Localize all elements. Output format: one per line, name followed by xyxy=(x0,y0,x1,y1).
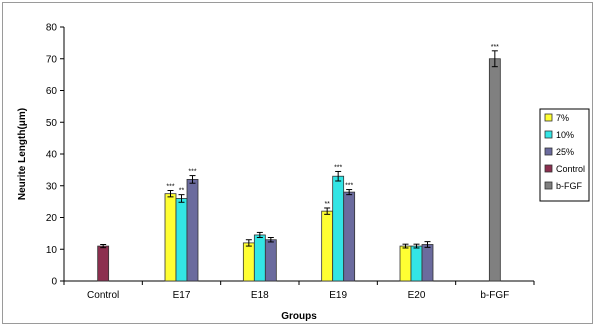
bar-chart: 0 10 20 30 40 50 60 70 80 Control E17 E18 E19 E20 b-FG… xyxy=(3,3,594,325)
x-tick-label: b-FGF xyxy=(480,290,509,301)
legend-label: 10% xyxy=(556,130,574,140)
significance-label: ** xyxy=(179,188,185,195)
chart-frame: 0 10 20 30 40 50 60 70 80 Control E17 E18 E19 E20 b-FG… xyxy=(2,2,593,324)
legend-swatch xyxy=(545,165,552,172)
bar-25% xyxy=(187,179,198,281)
legend-label: 7% xyxy=(556,113,569,123)
significance-label: *** xyxy=(491,44,499,51)
y-tick-label: 80 xyxy=(46,23,58,34)
significance-label: *** xyxy=(188,169,196,176)
legend-label: 25% xyxy=(556,147,574,157)
x-tick-label: Control xyxy=(87,290,119,301)
y-tick-label: 70 xyxy=(46,54,58,65)
bar-10% xyxy=(411,246,422,281)
legend-swatch xyxy=(545,182,552,189)
bar-25% xyxy=(422,244,433,281)
legend-label: b-FGF xyxy=(556,181,583,191)
legend-swatch xyxy=(545,114,552,121)
y-tick-label: 40 xyxy=(46,150,58,161)
x-tick-label: E19 xyxy=(329,290,347,301)
significance-label: *** xyxy=(166,184,174,191)
significance-label: *** xyxy=(345,183,353,190)
bar-7% xyxy=(322,211,333,281)
bar-25% xyxy=(344,192,355,281)
x-tick-label: E17 xyxy=(173,290,191,301)
bar-Control xyxy=(98,246,109,281)
legend-label: Control xyxy=(556,164,585,174)
bar-25% xyxy=(265,240,276,281)
significance-label: *** xyxy=(334,164,342,171)
y-tick-label: 30 xyxy=(46,181,58,192)
bar-10% xyxy=(254,235,265,281)
y-axis-title: Neurite Length(μm) xyxy=(17,108,28,200)
bar-b-FGF xyxy=(489,59,500,281)
bar-10% xyxy=(333,176,344,281)
y-tick-label: 0 xyxy=(51,277,57,288)
bar-10% xyxy=(176,198,187,281)
legend-swatch xyxy=(545,131,552,138)
x-axis-title: Groups xyxy=(281,311,317,322)
y-tick-label: 20 xyxy=(46,213,58,224)
significance-label: ** xyxy=(324,201,330,208)
y-tick-label: 50 xyxy=(46,118,58,129)
bar-7% xyxy=(400,246,411,281)
y-tick-label: 60 xyxy=(46,86,58,97)
x-tick-label: E18 xyxy=(251,290,269,301)
bar-7% xyxy=(243,243,254,281)
legend-swatch xyxy=(545,148,552,155)
x-tick-label: E20 xyxy=(408,290,426,301)
y-tick-label: 10 xyxy=(46,245,58,256)
bar-7% xyxy=(165,194,176,281)
